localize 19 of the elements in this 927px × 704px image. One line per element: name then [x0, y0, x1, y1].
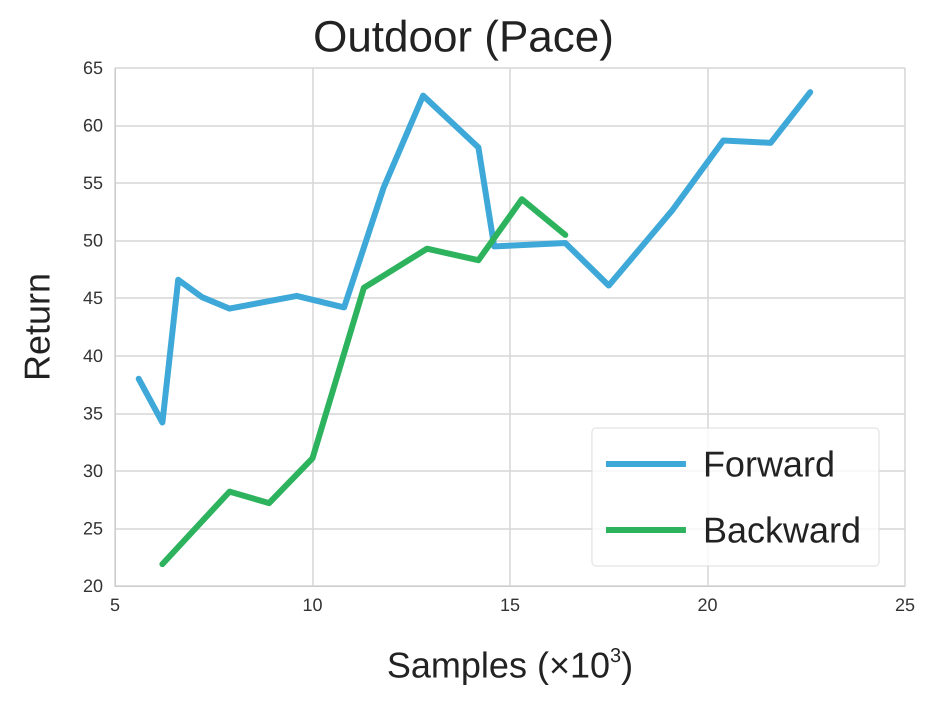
x-tick-label: 20	[697, 595, 718, 615]
y-tick-label: 60	[82, 116, 103, 136]
x-tick-label: 25	[894, 595, 916, 615]
y-tick-label: 65	[82, 58, 103, 78]
y-axis-title: Return	[16, 272, 58, 382]
legend-label: Forward	[702, 444, 835, 484]
y-tick-label: 50	[82, 230, 103, 251]
legend-label: Backward	[702, 510, 861, 550]
y-tick-label: 55	[82, 173, 103, 194]
y-tick-label: 20	[82, 576, 103, 596]
x-tick-label: 5	[110, 595, 120, 615]
y-tick-label: 30	[82, 460, 103, 481]
x-tick-label: 10	[302, 595, 323, 615]
y-tick-label: 35	[82, 403, 103, 424]
y-tick-label: 25	[82, 518, 103, 538]
y-tick-label: 45	[82, 288, 103, 308]
y-tick-label: 40	[82, 346, 103, 366]
chart-title: Outdoor (Pace)	[313, 12, 614, 62]
x-tick-label: 15	[500, 595, 520, 615]
